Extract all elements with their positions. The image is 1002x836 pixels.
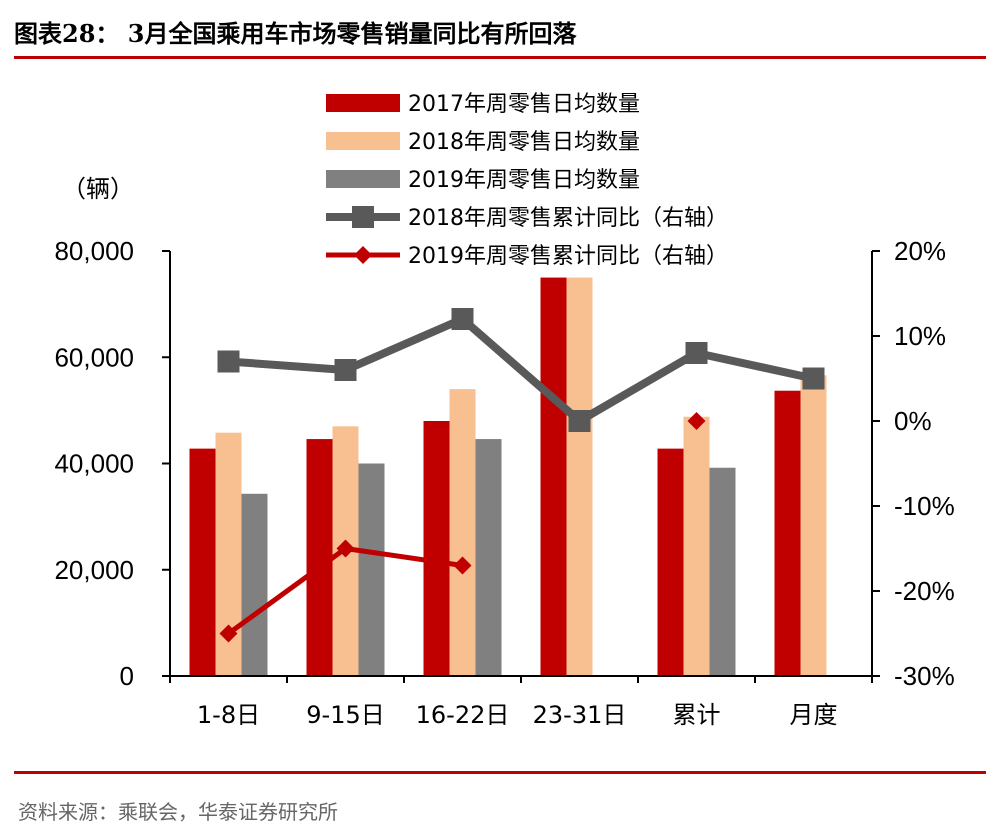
- line-2-point-1: [219, 624, 238, 643]
- right-tick-label: -10%: [894, 491, 955, 521]
- left-tick-label: 0: [120, 661, 134, 691]
- legend-label: 2017年周零售日均数量: [408, 92, 640, 117]
- top-rule: [14, 56, 986, 59]
- line-2-point-2: [336, 539, 355, 558]
- bar-2-5: [683, 416, 710, 676]
- legend-swatch: [326, 94, 400, 112]
- bar-3-5: [709, 467, 736, 676]
- bar-1-3: [423, 421, 450, 676]
- legend-swatch: [326, 132, 400, 150]
- line-series-1: [228, 315, 815, 425]
- category-label: 9-15日: [306, 701, 384, 729]
- right-tick-label: 0%: [894, 406, 932, 436]
- bottom-rule: [14, 771, 986, 774]
- lines: [217, 308, 825, 643]
- category-label: 23-31日: [533, 701, 627, 729]
- bar-3-2: [358, 463, 385, 676]
- bar-1-2: [306, 439, 333, 676]
- category-label: 16-22日: [416, 701, 510, 729]
- line-1-point-1: [217, 350, 240, 373]
- line-1-point-5: [685, 342, 708, 364]
- bar-2-6: [800, 375, 827, 676]
- bar-3-1: [241, 493, 268, 676]
- legend: 2017年周零售日均数量 2018年周零售日均数量 2019年周零售日均数量 2018…: [326, 92, 728, 269]
- legend-marker: [354, 246, 372, 264]
- line-1-point-4: [568, 410, 591, 432]
- bar-1-6: [774, 390, 801, 676]
- line-2-point-3: [453, 556, 472, 575]
- legend-label: 2018年周零售日均数量: [408, 130, 640, 155]
- unit-label: （辆）: [62, 175, 134, 203]
- right-tick-label: 10%: [894, 321, 946, 351]
- chart-title: 图表28： 3月全国乘用车市场零售销量同比有所回落: [14, 19, 577, 48]
- category-label: 月度: [790, 701, 838, 729]
- legend-marker: [352, 206, 374, 228]
- right-tick-label: 20%: [894, 236, 946, 266]
- legend-label: 2019年周零售日均数量: [408, 168, 640, 193]
- bar-1-1: [189, 448, 216, 676]
- left-tick-label: 20,000: [54, 555, 134, 585]
- category-label: 1-8日: [197, 701, 260, 729]
- legend-label: 2019年周零售累计同比（右轴）: [408, 244, 728, 269]
- line-1-point-2: [334, 359, 357, 381]
- line-1-point-3: [451, 308, 474, 330]
- source-note: 资料来源：乘联会，华泰证券研究所: [18, 800, 338, 824]
- bar-2-4: [566, 277, 593, 676]
- line-1-point-6: [802, 367, 825, 390]
- bar-1-5: [657, 448, 684, 676]
- category-label: 累计: [673, 701, 721, 729]
- left-tick-label: 60,000: [54, 342, 134, 372]
- bar-3-3: [475, 439, 502, 676]
- bar-2-3: [449, 389, 476, 676]
- bars: [189, 277, 827, 676]
- legend-label: 2018年周零售累计同比（右轴）: [408, 206, 728, 231]
- line-2-point-5: [687, 412, 706, 430]
- legend-swatch: [326, 170, 400, 188]
- right-tick-label: -20%: [894, 576, 955, 606]
- left-tick-label: 40,000: [54, 449, 134, 479]
- x-axis: 1-8日 9-15日 16-22日 23-31日 累计 月度: [169, 675, 873, 729]
- left-tick-label: 80,000: [54, 236, 134, 266]
- right-tick-label: -30%: [894, 661, 955, 691]
- bar-1-4: [540, 277, 567, 676]
- left-axis: 0 20,000 40,000 60,000 80,000: [54, 236, 171, 691]
- right-axis: -30% -20% -10% 0% 10% 20%: [871, 236, 955, 691]
